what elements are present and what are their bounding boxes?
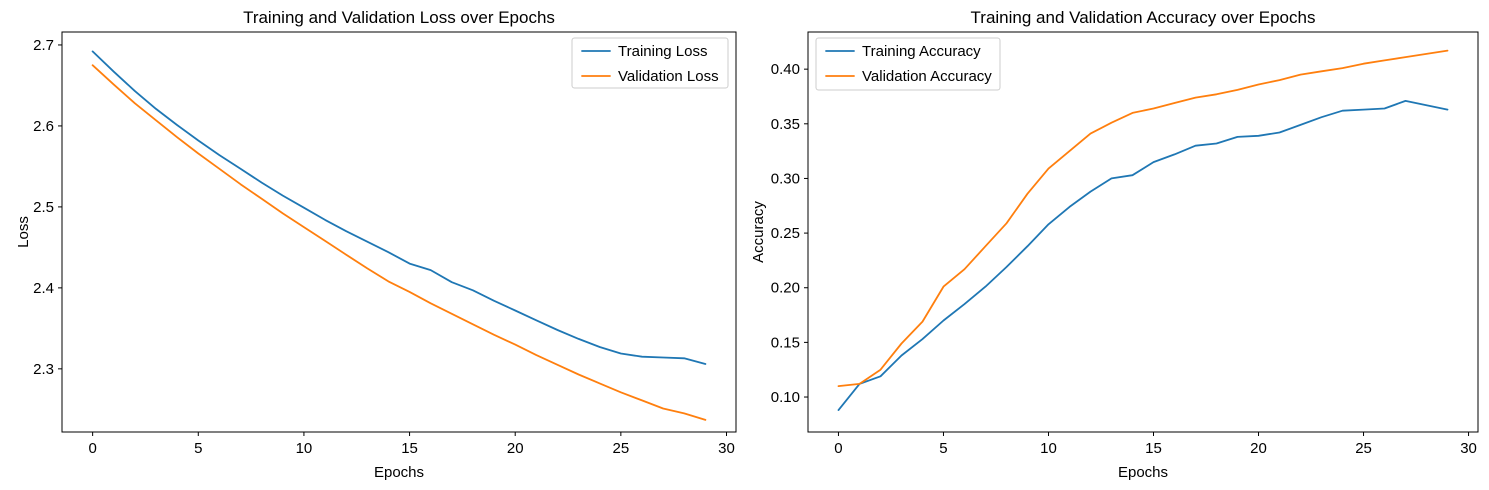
x-tick-label: 5 — [194, 440, 202, 457]
legend-label-validation-loss: Validation Loss — [618, 68, 719, 85]
y-axis-label: Loss — [15, 216, 32, 248]
y-tick-label: 0.25 — [771, 225, 800, 242]
y-tick-label: 0.10 — [771, 389, 800, 406]
x-tick-label: 30 — [718, 440, 735, 457]
y-tick-label: 2.6 — [33, 118, 54, 135]
y-tick-label: 2.4 — [33, 280, 54, 297]
x-tick-label: 25 — [1355, 440, 1372, 457]
accuracy-chart: 0 5 10 15 20 25 30 0.10 0.15 0.20 0.25 0.30 0.35 0.40… — [744, 0, 1489, 490]
plot-area-spines — [61, 31, 737, 433]
loss-chart-svg: 0 5 10 15 20 25 30 2.3 2.4 2.5 2.6 2.7 Training and … — [15, 8, 737, 481]
plot-area-spines — [807, 31, 1479, 433]
x-tick-label: 30 — [1460, 440, 1477, 457]
y-tick-label: 0.15 — [771, 334, 800, 351]
x-tick-label: 20 — [507, 440, 524, 457]
y-tick-label: 2.5 — [33, 199, 54, 216]
x-tick-label: 0 — [88, 440, 96, 457]
series-line-validation-accuracy — [837, 49, 1449, 388]
x-tick-label: 20 — [1250, 440, 1267, 457]
x-tick-label: 25 — [613, 440, 630, 457]
series-line-validation-loss — [91, 64, 707, 421]
y-tick-label: 0.30 — [771, 170, 800, 187]
legend-label-training-accuracy: Training Accuracy — [862, 43, 981, 60]
series-line-training-loss — [91, 50, 707, 365]
legend-box — [815, 37, 1001, 91]
x-tick-label: 15 — [401, 440, 418, 457]
x-axis-label: Epochs — [1118, 464, 1168, 481]
y-tick-label: 0.35 — [771, 116, 800, 133]
loss-chart: 0 5 10 15 20 25 30 2.3 2.4 2.5 2.6 2.7 Training and … — [0, 0, 744, 490]
y-tick-label: 2.7 — [33, 37, 54, 54]
x-axis-label: Epochs — [374, 464, 424, 481]
legend-label-validation-accuracy: Validation Accuracy — [862, 68, 992, 85]
chart-title: Training and Validation Loss over Epochs — [243, 8, 555, 27]
legend-box — [571, 37, 729, 89]
legend: Training Accuracy Validation Accuracy — [815, 37, 1001, 91]
x-tick-label: 10 — [296, 440, 313, 457]
x-tick-label: 10 — [1040, 440, 1057, 457]
y-tick-label: 0.40 — [771, 61, 800, 78]
chart-title: Training and Validation Accuracy over Ep… — [971, 8, 1316, 27]
accuracy-chart-svg: 0 5 10 15 20 25 30 0.10 0.15 0.20 0.25 0.30 0.35 0.40… — [750, 8, 1479, 481]
x-tick-label: 0 — [834, 440, 842, 457]
y-axis-label: Accuracy — [750, 201, 767, 263]
legend: Training Loss Validation Loss — [571, 37, 729, 89]
series-line-training-accuracy — [837, 100, 1449, 412]
y-tick-label: 0.20 — [771, 280, 800, 297]
x-tick-label: 15 — [1145, 440, 1162, 457]
x-tick-label: 5 — [939, 440, 947, 457]
legend-label-training-loss: Training Loss — [618, 43, 708, 60]
y-tick-label: 2.3 — [33, 361, 54, 378]
